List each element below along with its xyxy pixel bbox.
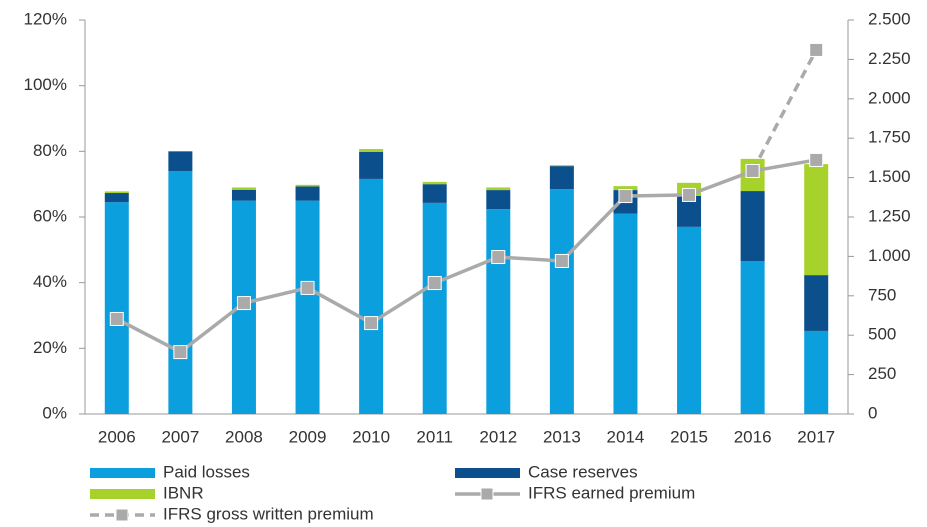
bar-segment [104,202,129,414]
x-tick-label: 2008 [225,427,263,446]
x-tick-label: 2006 [98,427,136,446]
bar-segment [486,190,511,210]
x-tick-label: 2007 [161,427,199,446]
bar-segment [486,209,511,414]
y2-tick-label: 1.000 [868,246,911,265]
bar-segment [613,186,638,191]
marker [554,253,569,268]
y-tick-label: 100% [24,75,67,94]
bar-segment [549,189,574,414]
x-tick-label: 2016 [734,427,772,446]
bar-segment [295,184,320,187]
y2-tick-label: 2.250 [868,49,911,68]
y2-tick-label: 1.750 [868,128,911,147]
marker [682,187,697,202]
bar-segment [295,186,320,201]
bar-segment [613,213,638,414]
x-tick-label: 2011 [416,427,453,446]
x-tick-label: 2009 [289,427,327,446]
legend-label: Paid losses [163,462,250,481]
bar-segment [422,202,447,414]
line [115,158,817,355]
legend-marker [480,487,494,501]
y2-tick-label: 1.500 [868,167,911,186]
y2-tick-label: 0 [868,403,877,422]
y2-tick-label: 250 [868,364,896,383]
x-tick-label: 2015 [670,427,708,446]
bar-segment [549,166,574,190]
bar-segment [295,200,320,414]
marker [618,189,633,204]
y-tick-label: 120% [24,9,67,28]
legend-label: IFRS earned premium [528,483,695,502]
marker [427,276,442,291]
bar-segment [359,178,384,414]
bar-segment [422,184,447,203]
marker [491,250,506,265]
marker [173,345,188,360]
bar-segment [740,191,765,261]
bar-segment [359,149,384,152]
bar-segment [168,171,193,414]
marker [236,296,251,311]
bar-segment [486,187,511,191]
x-tick-label: 2012 [479,427,517,446]
y2-tick-label: 500 [868,325,896,344]
marker [809,42,824,57]
legend-swatch [455,468,520,478]
bar-segment [804,275,829,331]
legend-swatch [90,468,155,478]
y-tick-label: 60% [33,206,67,225]
x-tick-label: 2017 [797,427,835,446]
marker [300,280,315,295]
y2-tick-label: 1.250 [868,206,911,225]
bar-segment [104,191,129,194]
legend-label: Case reserves [528,462,638,481]
y-tick-label: 20% [33,338,67,357]
marker [809,152,824,167]
y2-tick-label: 2.000 [868,88,911,107]
line [751,49,818,172]
x-tick-label: 2013 [543,427,581,446]
y-tick-label: 0% [42,403,67,422]
legend-swatch [90,489,155,499]
legend-marker [115,508,129,522]
bar-segment [359,151,384,179]
bar-segment [677,226,702,414]
x-tick-label: 2010 [352,427,390,446]
bar-segment [804,164,829,276]
bar-segment [549,165,574,167]
y-tick-label: 40% [33,272,67,291]
bar-segment [740,260,765,414]
bar-segment [422,181,447,185]
y2-tick-label: 750 [868,285,896,304]
bar-segment [231,187,256,190]
bar-segment [804,330,829,414]
marker [364,316,379,331]
y2-tick-label: 2.500 [868,9,911,28]
legend-label: IBNR [163,483,204,502]
x-tick-label: 2014 [607,427,645,446]
bar-segment [231,189,256,201]
y-tick-label: 80% [33,141,67,160]
marker [745,163,760,178]
bar-segment [168,151,193,172]
marker [109,311,124,326]
bar-segment [104,193,129,203]
legend-label: IFRS gross written premium [163,504,374,523]
